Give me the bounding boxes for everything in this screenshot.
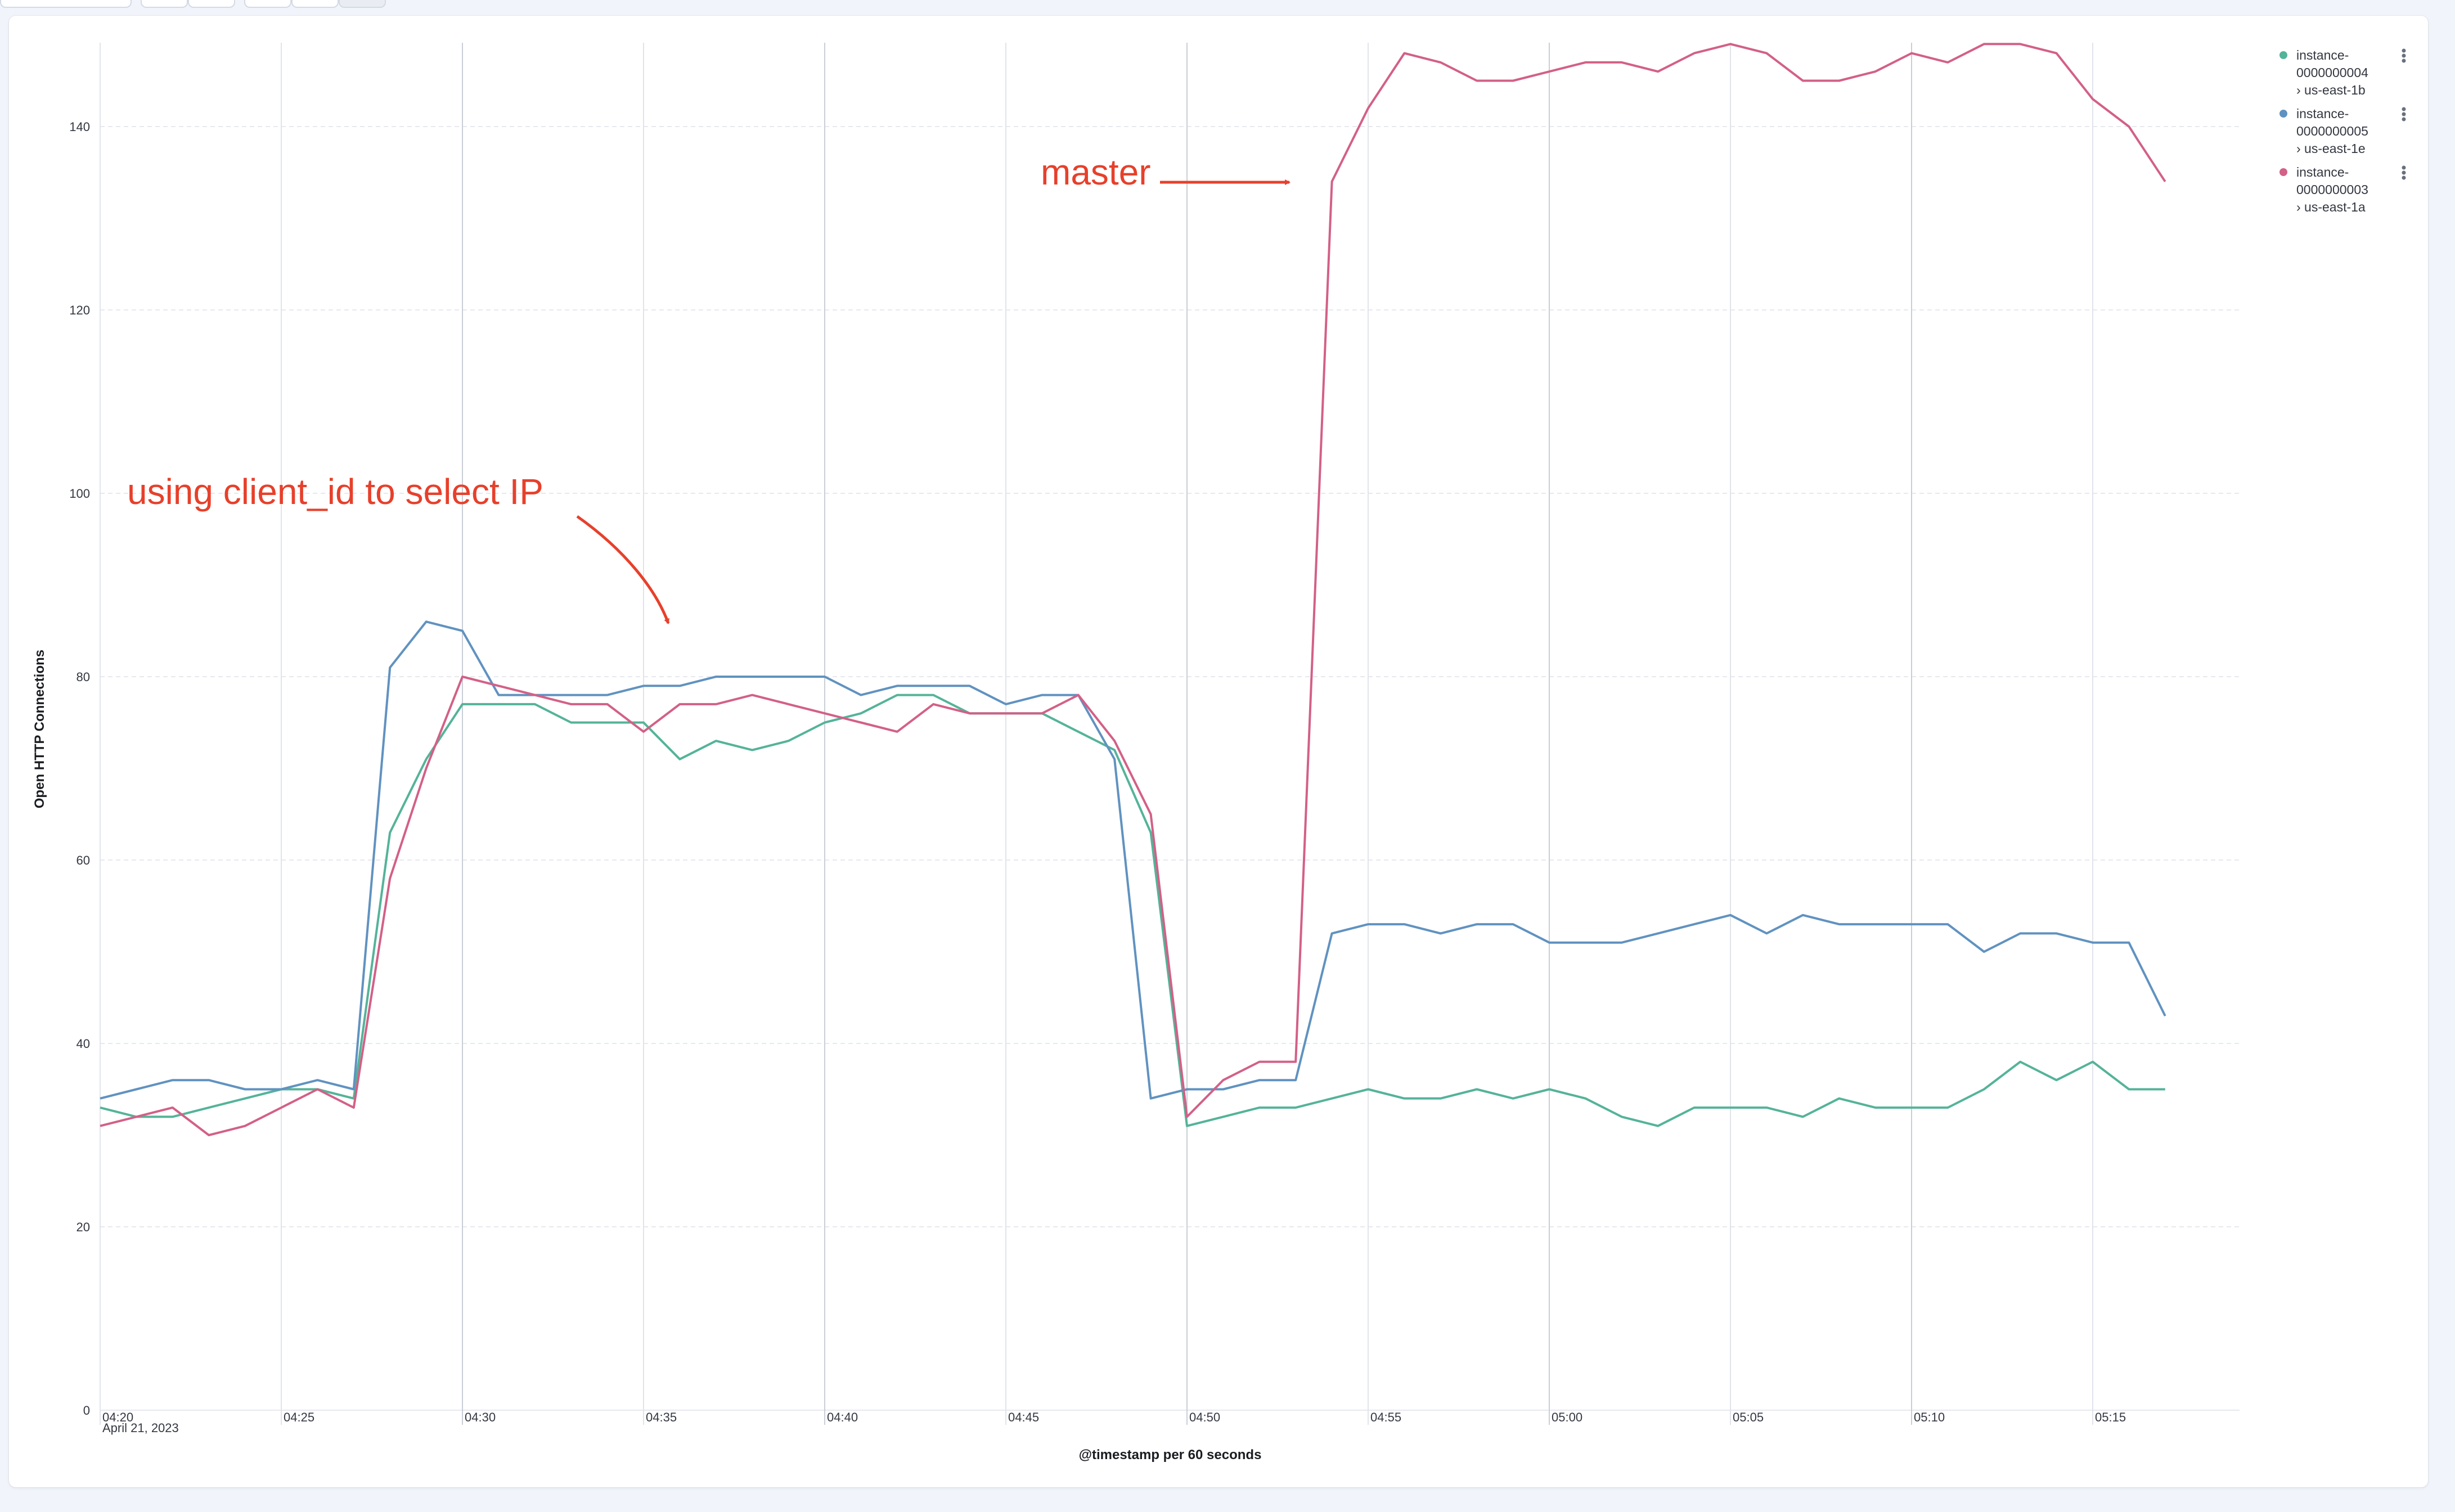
x-axis-title: @timestamp per 60 seconds [1079,1447,1262,1462]
y-tick-label: 40 [77,1037,90,1051]
toolbar-button[interactable] [188,0,235,8]
vertical-dots-icon[interactable] [2402,107,2406,122]
series-lines [100,43,2166,1136]
x-tick-label: 04:30 [465,1410,496,1424]
horizontal-gridlines [100,126,2240,1411]
legend-label: 0000000005 [2296,124,2368,138]
y-tick-label: 60 [77,853,90,867]
legend-swatch [2279,51,2287,59]
annotation-client-id-text: using client_id to select IP [127,471,543,512]
legend-label: › us-east-1e [2296,141,2366,156]
x-tick-label: 05:00 [1552,1410,1582,1424]
y-tick-label: 140 [69,120,90,134]
x-tick-label: 04:25 [284,1410,314,1424]
y-axis-ticks: 0 20 40 60 80 100 120 140 [69,120,90,1418]
toolbar-button[interactable] [244,0,291,8]
annotation-client-id: using client_id to select IP [127,471,670,624]
y-tick-label: 0 [83,1403,90,1418]
toolbar-remnant [0,0,394,8]
x-tick-label: 04:50 [1189,1410,1220,1424]
x-tick-label: 04:40 [827,1410,858,1424]
chart-panel: 0 20 40 60 80 100 120 140 04:20 04:25 04:30 04:35 0… [9,16,2428,1487]
x-tick-label: 04:35 [646,1410,677,1424]
legend-swatch [2279,110,2287,118]
y-tick-label: 80 [77,670,90,684]
x-tick-label: 04:45 [1008,1410,1039,1424]
x-tick-label: 05:05 [1733,1410,1764,1424]
vertical-dots-icon[interactable] [2402,165,2406,180]
legend-label: 0000000004 [2296,65,2368,80]
y-tick-label: 120 [69,303,90,317]
y-tick-label: 20 [77,1220,90,1234]
vertical-dots-icon[interactable] [2402,48,2406,63]
toolbar-button[interactable] [0,0,132,8]
toolbar-button[interactable] [141,0,188,8]
legend-label: › us-east-1b [2296,83,2366,97]
legend-item-0000000005[interactable]: instance- 0000000005 › us-east-1e [2279,106,2406,156]
legend-label: 0000000003 [2296,182,2368,197]
annotation-master: master [1041,152,1291,192]
y-axis-title: Open HTTP Connections [32,650,47,808]
annotation-master-text: master [1041,152,1151,192]
legend-label: instance- [2296,165,2349,179]
x-axis-ticks: 04:20 04:25 04:30 04:35 04:40 04:45 04:50 04:55… [102,1410,2126,1424]
legend-label: instance- [2296,48,2349,62]
toolbar-button[interactable] [339,0,386,8]
legend-swatch [2279,168,2287,176]
legend-item-0000000004[interactable]: instance- 0000000004 › us-east-1b [2279,48,2406,97]
vertical-gridlines [100,43,2093,1425]
series-line-0000000004 [100,694,2165,1127]
x-tick-label: 04:55 [1370,1410,1401,1424]
x-axis-date-label: April 21, 2023 [102,1421,179,1435]
legend-item-0000000003[interactable]: instance- 0000000003 › us-east-1a [2279,165,2406,214]
y-tick-label: 100 [69,487,90,501]
x-tick-label: 05:15 [2095,1410,2126,1424]
annotation-client-id-arrow [576,515,670,624]
series-line-0000000005 [100,620,2166,1100]
legend-label: instance- [2296,106,2349,121]
series-line-0000000003 [100,43,2166,1136]
chart-legend: instance-0000000004› us-east-1binstance-… [2279,48,2406,214]
x-tick-label: 04:20 [102,1410,133,1424]
toolbar-button[interactable] [291,0,339,8]
x-tick-label: 05:10 [1914,1410,1945,1424]
legend-label: › us-east-1a [2296,200,2366,214]
